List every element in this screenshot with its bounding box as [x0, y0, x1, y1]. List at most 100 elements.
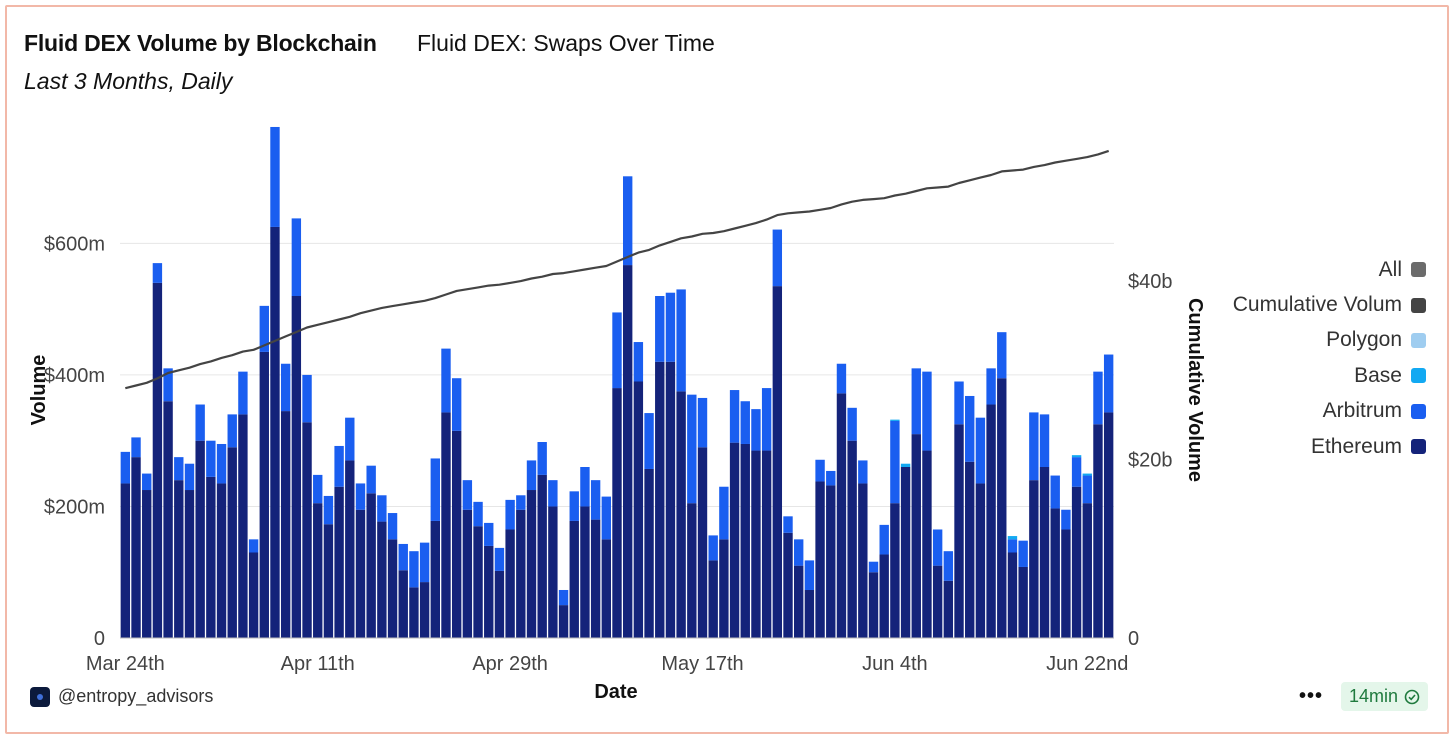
x-tick-label: May 17th	[661, 653, 743, 675]
legend-swatch-ethereum	[1411, 439, 1426, 455]
bar-ethereum	[943, 580, 954, 638]
bar-ethereum	[163, 401, 173, 638]
refresh-badge[interactable]: 14min	[1340, 682, 1428, 711]
bar-arbitrum	[783, 516, 793, 533]
legend-label-polygon: Polygon	[1326, 328, 1402, 352]
bar-arbitrum	[526, 460, 537, 491]
bar-ethereum	[120, 483, 131, 638]
legend-label-base: Base	[1354, 363, 1402, 387]
legend-item-base[interactable]: Base	[1233, 358, 1426, 393]
bar-arbitrum	[291, 218, 302, 296]
bar-arbitrum	[516, 495, 526, 510]
bar-arbitrum	[569, 491, 579, 521]
cumulative-volume-line	[125, 149, 1110, 390]
legend-item-ethereum[interactable]: Ethereum	[1233, 429, 1426, 464]
bar-ethereum	[516, 509, 526, 638]
author-handle: @entropy_advisors	[58, 686, 214, 706]
bar-ethereum	[1050, 508, 1060, 638]
bar-arbitrum	[505, 499, 515, 530]
bar-arbitrum	[676, 289, 686, 392]
legend-item-arbitrum[interactable]: Arbitrum	[1233, 394, 1426, 429]
bar-arbitrum	[313, 474, 323, 504]
bar-ethereum	[1061, 529, 1071, 638]
bar-arbitrum	[772, 229, 783, 287]
bar-arbitrum	[644, 413, 654, 469]
bar-ethereum	[398, 570, 408, 638]
y-tick-label: $200m	[44, 496, 105, 518]
bar-ethereum	[879, 554, 889, 638]
bar-arbitrum	[804, 560, 815, 590]
y-tick-label: 0	[94, 628, 105, 650]
bar-arbitrum	[911, 368, 921, 435]
bar-arbitrum	[879, 524, 889, 555]
x-tick-label: Apr 11th	[281, 653, 355, 675]
bar-arbitrum	[633, 342, 644, 382]
bar-arbitrum	[697, 397, 708, 448]
bar-ethereum	[323, 524, 334, 638]
bar-arbitrum	[195, 404, 205, 441]
bar-arbitrum	[1093, 371, 1103, 425]
bar-arbitrum	[430, 458, 440, 521]
bar-ethereum	[687, 503, 697, 638]
bar-ethereum	[387, 539, 398, 638]
legend-label-ethereum: Ethereum	[1310, 434, 1402, 458]
bar-arbitrum	[1050, 475, 1060, 509]
bar-arbitrum	[997, 332, 1007, 379]
bar-arbitrum	[665, 292, 676, 362]
bar-ethereum	[1007, 552, 1018, 638]
bar-arbitrum	[142, 473, 152, 491]
legend-item-cumulative[interactable]: Cumulative Volum	[1233, 287, 1426, 322]
bar-ethereum	[462, 509, 473, 638]
bar-ethereum	[644, 468, 654, 638]
bar-arbitrum	[761, 388, 772, 451]
bar-ethereum	[345, 460, 355, 638]
bar-arbitrum	[922, 371, 932, 451]
bar-ethereum	[1082, 503, 1092, 638]
bar-ethereum	[965, 461, 975, 638]
chart-period: Last 3 Months, Daily	[24, 68, 233, 94]
bar-ethereum	[932, 565, 943, 638]
bar-arbitrum	[826, 470, 836, 486]
bar-ethereum	[334, 486, 344, 638]
bar-arbitrum	[238, 371, 248, 415]
legend-item-polygon[interactable]: Polygon	[1233, 323, 1426, 358]
bar-arbitrum	[484, 522, 494, 546]
bar-arbitrum	[836, 363, 847, 394]
bar-ethereum	[355, 509, 366, 638]
bar-arbitrum	[366, 465, 376, 494]
bar-ethereum	[238, 414, 248, 638]
bar-ethereum	[227, 447, 237, 638]
legend-item-all[interactable]: All	[1233, 252, 1426, 287]
author-credit[interactable]: @entropy_advisors	[30, 686, 213, 707]
footer-actions: ••• 14min	[1299, 682, 1428, 711]
bar-ethereum	[761, 450, 772, 638]
bar-base	[1082, 473, 1092, 476]
bar-arbitrum	[280, 363, 291, 412]
bar-ethereum	[633, 381, 644, 638]
bar-arbitrum	[441, 348, 451, 413]
bar-base	[1007, 536, 1018, 540]
more-options-icon[interactable]: •••	[1298, 685, 1323, 707]
bar-arbitrum	[1039, 414, 1050, 467]
bar-ethereum	[836, 393, 847, 638]
bar-arbitrum	[131, 437, 141, 458]
bar-arbitrum	[740, 401, 750, 444]
bar-ethereum	[270, 226, 280, 638]
legend-swatch-arbitrum	[1411, 403, 1426, 419]
legend: All Cumulative Volum Polygon Base Arbitr…	[1233, 252, 1426, 464]
bar-ethereum	[142, 490, 152, 638]
bar-arbitrum	[462, 480, 473, 510]
bar-arbitrum	[355, 483, 366, 510]
y2-tick-label: $20b	[1128, 450, 1173, 472]
bar-ethereum	[248, 552, 259, 638]
bar-arbitrum	[815, 459, 825, 482]
bar-ethereum	[612, 388, 622, 638]
bar-arbitrum	[259, 305, 269, 352]
bar-ethereum	[1029, 480, 1039, 638]
bar-ethereum	[580, 506, 590, 638]
bar-arbitrum	[1061, 509, 1071, 530]
bar-arbitrum	[1029, 412, 1039, 481]
legend-swatch-base	[1411, 368, 1426, 384]
bar-ethereum	[997, 378, 1007, 638]
bar-ethereum	[184, 490, 195, 638]
